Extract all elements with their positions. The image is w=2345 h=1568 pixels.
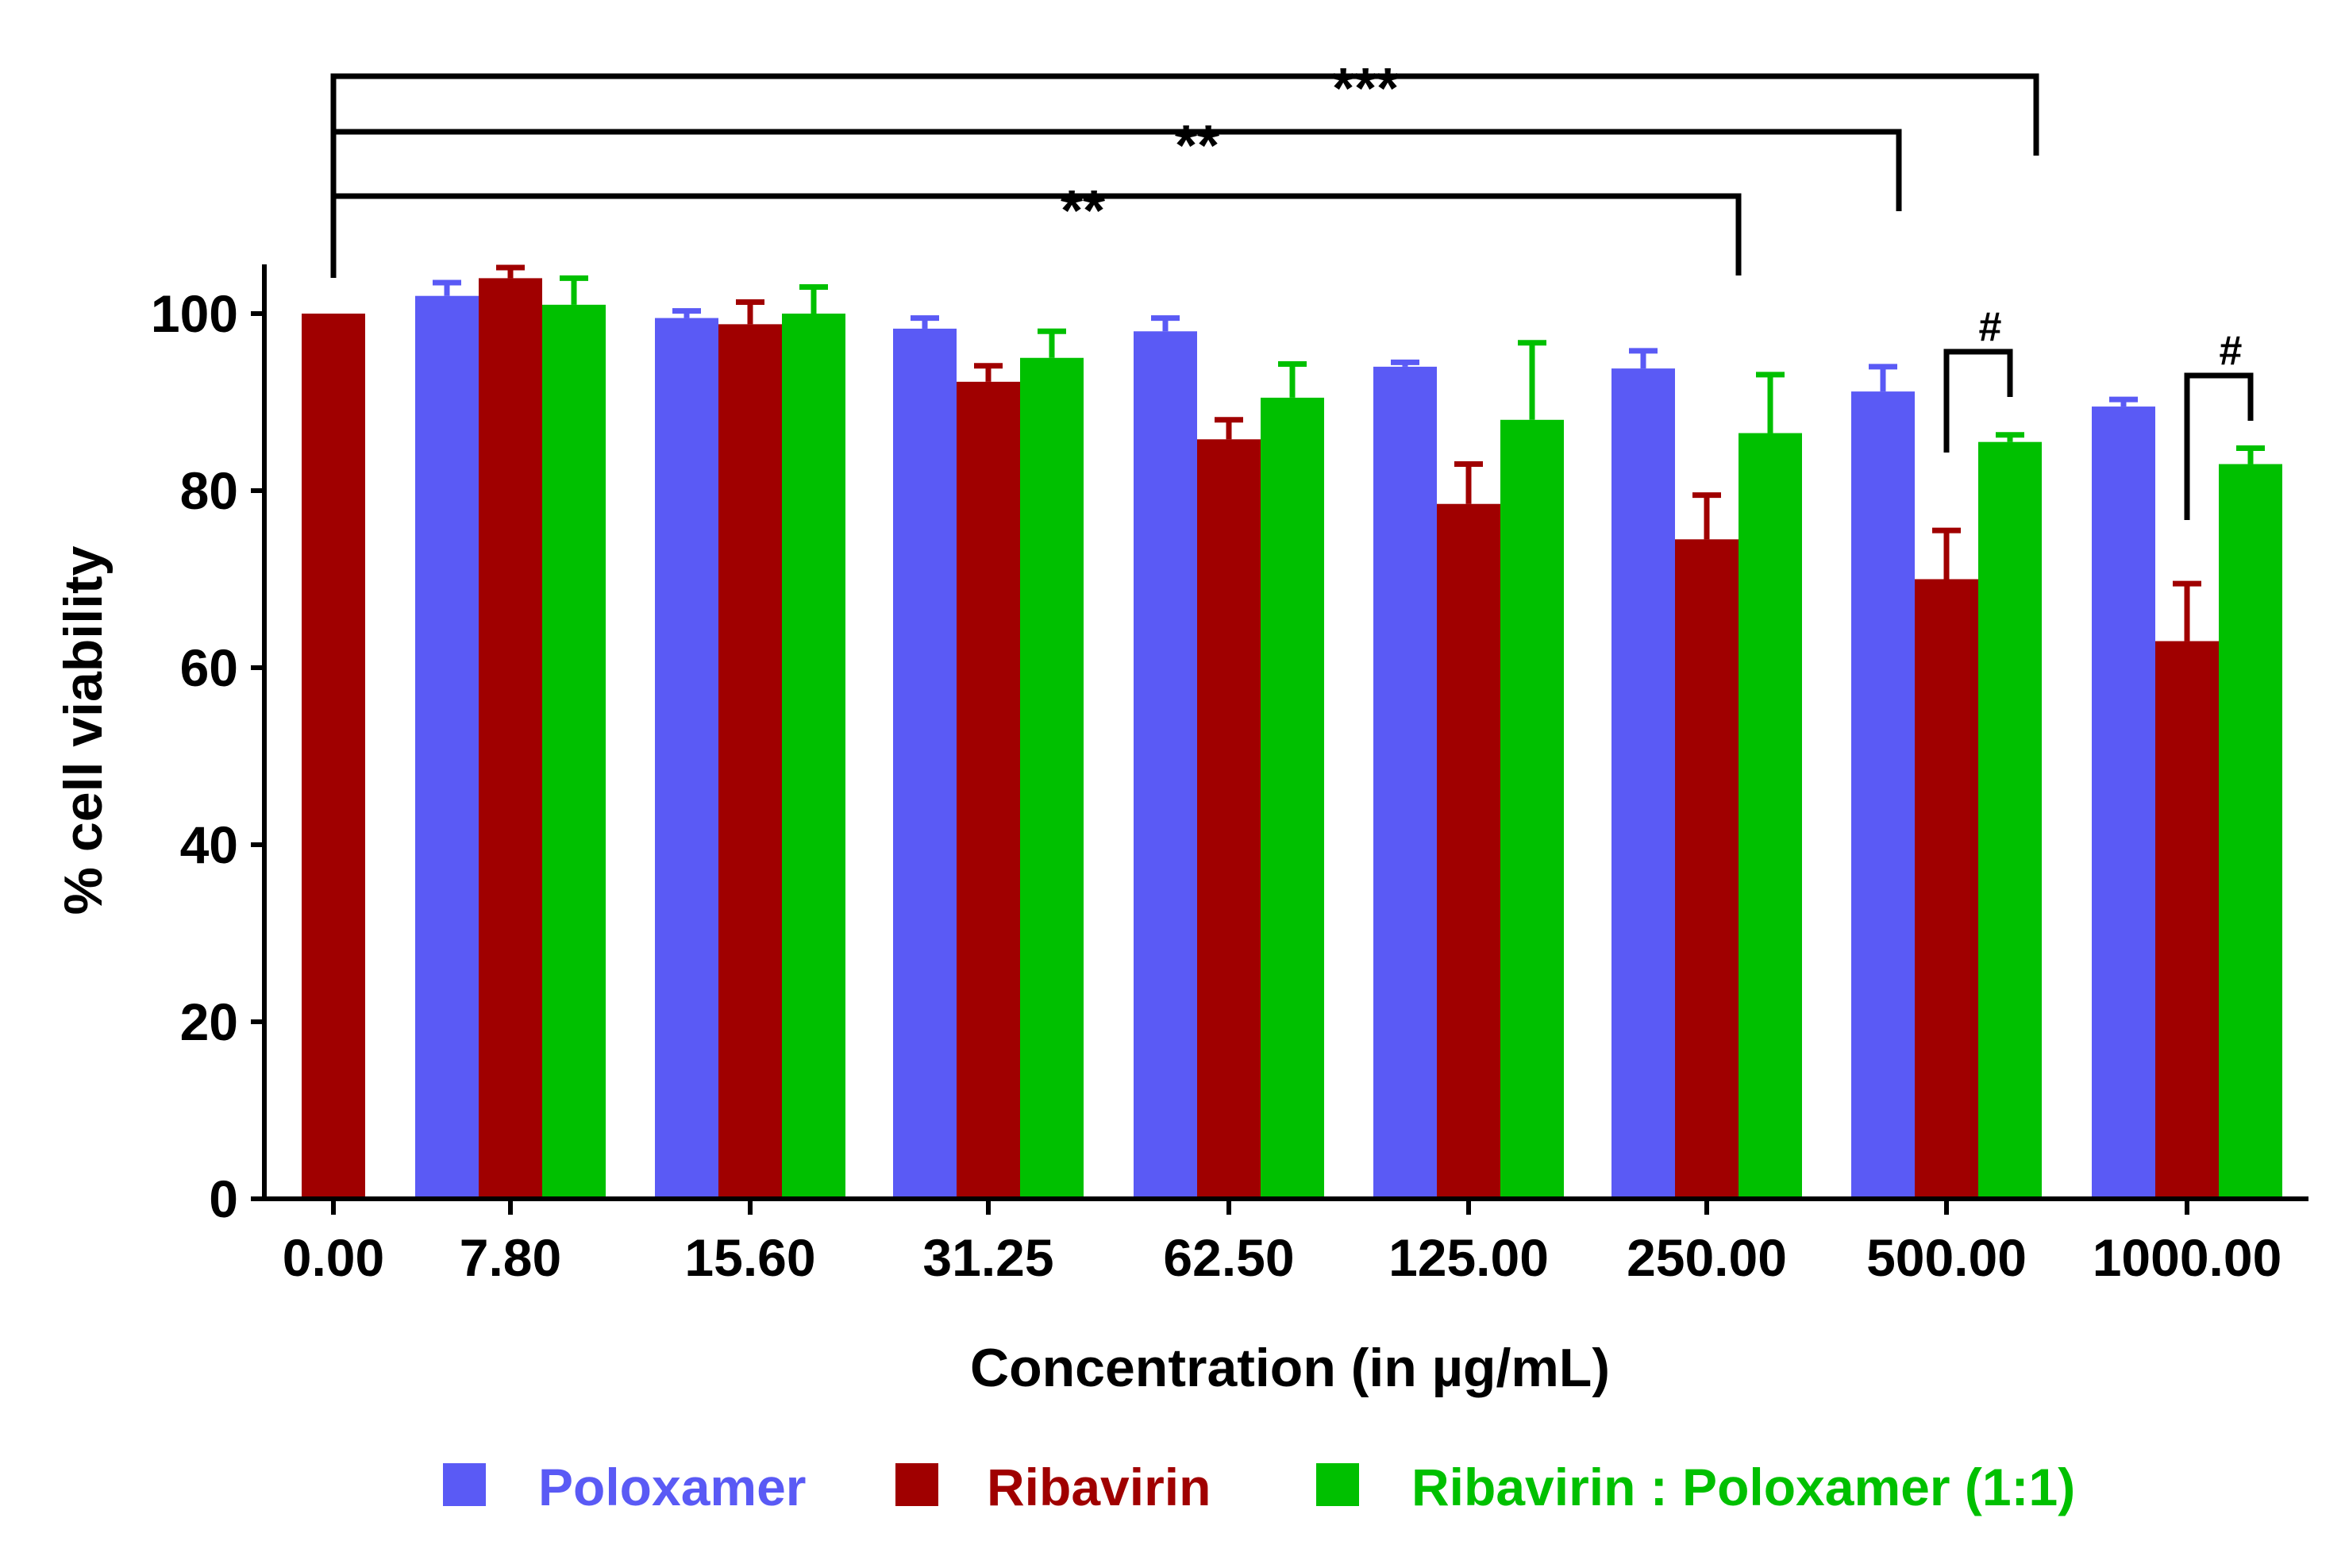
legend-label: Ribavirin : Poloxamer (1:1)	[1411, 1458, 2075, 1516]
bar-ribavirin-250.00	[1675, 539, 1739, 1199]
error-bar-2-8	[2236, 445, 2265, 464]
bar-ribavirin-7.80	[479, 278, 542, 1199]
hash-label: #	[1979, 304, 2002, 350]
error-bar-1-8	[2173, 580, 2201, 641]
bar-ribavirin-1000.00	[2155, 641, 2219, 1199]
bar-poloxamer-250.00	[1611, 368, 1675, 1199]
bar-ribavirin-15.60	[718, 324, 782, 1199]
x-ticks-layer: 0.00 7.80 15.60 31.25 62.50 125.00 250.00 500.0…	[283, 1199, 2282, 1287]
legend-label: Ribavirin	[987, 1458, 1211, 1516]
legend: Poloxamer Ribavirin Ribavirin : Poloxamer …	[443, 1458, 2075, 1516]
hash-bracket-line	[1943, 349, 2013, 453]
error-bar-0-2	[672, 308, 701, 318]
error-bar-2-5	[1518, 340, 1546, 420]
y-tick-label: 80	[180, 461, 238, 520]
legend-item-ribavirin-poloxamer-1-1-: Ribavirin : Poloxamer (1:1)	[1316, 1458, 2075, 1516]
error-bar-1-3	[974, 363, 1003, 382]
hash-bracket-1000.00: #	[2184, 328, 2254, 520]
bar-poloxamer-125.00	[1373, 366, 1437, 1199]
bar-ribavirin-poloxamer-1-1--31.25	[1020, 357, 1084, 1199]
bar-poloxamer-31.25	[893, 328, 957, 1200]
legend-swatch	[895, 1463, 938, 1506]
x-tick-label: 7.80	[460, 1228, 561, 1287]
bar-ribavirin-poloxamer-1-1--7.80	[542, 304, 606, 1200]
bar-ribavirin-0.00	[302, 314, 365, 1199]
bar-poloxamer-62.50	[1134, 331, 1197, 1199]
x-tick-label: 250.00	[1627, 1228, 1787, 1287]
x-tick-label: 1000.00	[2093, 1228, 2282, 1287]
bar-ribavirin-31.25	[957, 381, 1020, 1200]
hash-label: #	[2220, 328, 2243, 374]
y-tick-label: 0	[209, 1169, 238, 1228]
x-tick-label: 0.00	[283, 1228, 384, 1287]
legend-item-ribavirin: Ribavirin	[895, 1458, 1211, 1516]
x-tick-label: 125.00	[1388, 1228, 1549, 1287]
significance-bracket-line	[330, 129, 1902, 278]
legend-swatch	[1316, 1463, 1359, 1506]
bar-poloxamer-1000.00	[2092, 406, 2155, 1199]
legend-swatch	[443, 1463, 486, 1506]
error-bar-2-3	[1038, 328, 1066, 358]
significance-bracket-line	[330, 193, 1742, 278]
y-ticks-layer: 0 20 40 60 80 100	[151, 284, 264, 1228]
error-bar-2-4	[1278, 361, 1307, 398]
y-tick-label: 40	[180, 815, 238, 874]
error-bar-1-1	[496, 264, 525, 279]
significance-layer: *******##	[330, 57, 2254, 520]
bar-ribavirin-poloxamer-1-1--500.00	[1978, 441, 2042, 1199]
bar-ribavirin-poloxamer-1-1--15.60	[782, 314, 845, 1199]
bar-ribavirin-poloxamer-1-1--1000.00	[2219, 464, 2282, 1199]
significance-bracket-2: **	[330, 179, 1742, 278]
significance-label: ***	[1332, 57, 1399, 121]
bar-poloxamer-7.80	[415, 295, 479, 1200]
x-tick-label: 31.25	[922, 1228, 1053, 1287]
y-axis-title: % cell viability	[53, 545, 114, 915]
bar-ribavirin-poloxamer-1-1--250.00	[1739, 433, 1802, 1199]
error-bar-0-1	[433, 279, 461, 296]
axes-layer	[262, 264, 2308, 1201]
error-bar-0-3	[911, 315, 939, 329]
error-bars-layer	[433, 264, 2265, 641]
bar-poloxamer-15.60	[655, 318, 718, 1200]
error-bar-1-2	[736, 299, 764, 325]
error-bar-0-6	[1629, 348, 1658, 369]
error-bar-2-1	[560, 275, 588, 305]
error-bar-2-6	[1756, 372, 1785, 433]
x-tick-label: 500.00	[1866, 1228, 2027, 1287]
bar-ribavirin-62.50	[1197, 439, 1261, 1199]
error-bar-0-5	[1391, 359, 1419, 367]
x-tick-label: 15.60	[684, 1228, 815, 1287]
error-bar-1-6	[1692, 492, 1721, 540]
bar-ribavirin-125.00	[1437, 503, 1500, 1199]
y-tick-label: 20	[180, 992, 238, 1051]
x-tick-label: 62.50	[1163, 1228, 1294, 1287]
hash-bracket-500.00: #	[1943, 304, 2013, 453]
error-bar-0-4	[1151, 315, 1180, 332]
bar-poloxamer-500.00	[1851, 391, 1915, 1199]
y-tick-label: 60	[180, 638, 238, 697]
error-bar-2-7	[1996, 432, 2024, 442]
x-axis-title: Concentration (in µg/mL)	[970, 1338, 1610, 1398]
error-bar-1-7	[1932, 527, 1961, 580]
bars-layer	[302, 278, 2282, 1200]
bar-ribavirin-poloxamer-1-1--62.50	[1261, 397, 1324, 1199]
significance-label: **	[1175, 114, 1219, 178]
error-bar-1-4	[1215, 417, 1243, 440]
bar-ribavirin-poloxamer-1-1--125.00	[1500, 419, 1564, 1199]
significance-label: **	[1061, 179, 1105, 243]
legend-label: Poloxamer	[538, 1458, 806, 1516]
error-bar-2-2	[799, 284, 828, 314]
legend-item-poloxamer: Poloxamer	[443, 1458, 806, 1516]
error-bar-0-8	[2109, 396, 2138, 407]
bar-ribavirin-500.00	[1915, 579, 1978, 1199]
hash-bracket-line	[2184, 372, 2254, 520]
error-bar-1-5	[1454, 461, 1483, 504]
error-bar-0-7	[1869, 364, 1897, 392]
y-tick-label: 100	[151, 284, 238, 343]
